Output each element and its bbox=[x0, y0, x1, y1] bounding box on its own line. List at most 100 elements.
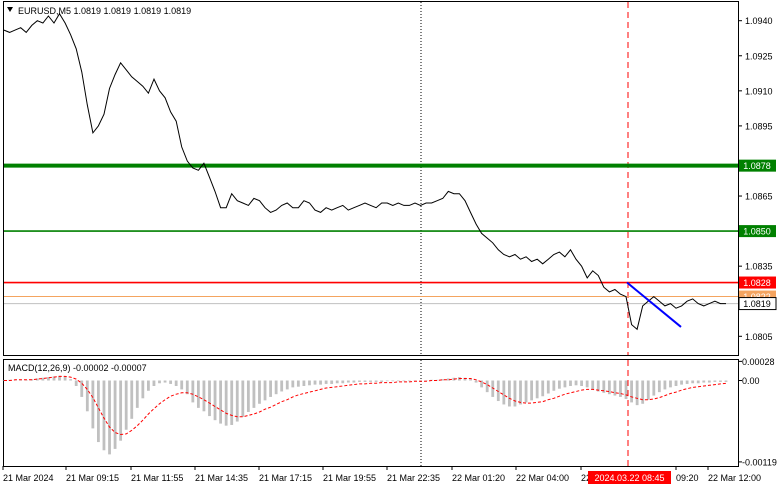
macd-histogram-bar bbox=[569, 380, 572, 386]
macd-histogram-bar bbox=[63, 376, 67, 381]
macd-histogram-bar bbox=[635, 380, 639, 406]
price-pane bbox=[3, 2, 738, 355]
time-tick-label: 22 Mar 04:00 bbox=[516, 473, 569, 483]
level-label-box bbox=[739, 225, 776, 238]
macd-histogram-bar bbox=[163, 380, 167, 383]
macd-histogram-bar bbox=[285, 380, 289, 390]
macd-histogram-bar bbox=[630, 380, 633, 403]
macd-histogram-bar bbox=[169, 380, 173, 384]
macd-histogram-bar bbox=[74, 380, 78, 386]
price-tick-label: 1.0910 bbox=[745, 86, 773, 96]
macd-histogram-bar bbox=[485, 380, 489, 393]
macd-scale: 0.00028 0.00 -0.00119 bbox=[738, 357, 777, 467]
price-line-series bbox=[3, 12, 726, 331]
price-tick-label: 1.0805 bbox=[745, 332, 773, 342]
macd-histogram-bar bbox=[513, 380, 517, 407]
macd-histogram-bar bbox=[613, 380, 617, 396]
macd-histogram-bar bbox=[246, 380, 250, 412]
macd-histogram-bar bbox=[557, 380, 561, 389]
macd-histogram-bar bbox=[302, 380, 306, 386]
price-tick-label: 1.0940 bbox=[745, 16, 773, 26]
macd-histogram-bar bbox=[508, 380, 511, 407]
macd-histogram-bar bbox=[291, 380, 295, 388]
macd-histogram-bar bbox=[58, 375, 61, 381]
macd-histogram-bar bbox=[591, 380, 595, 390]
macd-histogram-bar bbox=[2, 380, 6, 382]
macd-histogram-bar bbox=[369, 380, 372, 382]
macd-histogram-bar bbox=[391, 380, 395, 382]
macd-histogram-bar bbox=[674, 380, 678, 386]
macd-histogram-bar bbox=[624, 380, 628, 399]
time-tick-label: 22 Mar 01:20 bbox=[452, 473, 505, 483]
macd-histogram-bar bbox=[158, 380, 161, 384]
price-tick-label: 1.0895 bbox=[745, 121, 773, 131]
macd-histogram-bar bbox=[252, 380, 256, 408]
macd-histogram-bar bbox=[402, 380, 406, 382]
trend-line bbox=[626, 281, 682, 328]
macd-histogram-bar bbox=[152, 380, 156, 386]
macd-histogram-bar bbox=[363, 380, 367, 382]
macd-histogram-bar bbox=[524, 380, 528, 403]
macd-histogram-bar bbox=[546, 380, 550, 394]
time-tick-label: 09:20 bbox=[676, 473, 699, 483]
macd-histogram-bar bbox=[646, 380, 650, 400]
macd-histogram-bar bbox=[52, 376, 56, 381]
macd-histogram-bar bbox=[530, 380, 534, 401]
macd-histogram-bar bbox=[585, 380, 589, 388]
macd-histogram-bar bbox=[208, 380, 211, 417]
level-label: 1.0828 bbox=[743, 278, 771, 288]
macd-histogram-bar bbox=[219, 380, 222, 424]
macd-histogram-bar bbox=[474, 380, 478, 383]
time-tick-label: 21 Mar 19:55 bbox=[323, 473, 376, 483]
macd-histogram-bar bbox=[69, 379, 73, 381]
macd-histogram-bar bbox=[230, 380, 234, 425]
time-tick-label: 21 Mar 09:15 bbox=[66, 473, 119, 483]
level-label: 1.0819 bbox=[743, 299, 771, 309]
macd-histogram-bar bbox=[519, 380, 522, 405]
macd-histogram-bar bbox=[119, 380, 123, 441]
macd-histogram-bar bbox=[130, 380, 134, 419]
macd-histogram-bar bbox=[491, 380, 495, 397]
time-tick-label: 21 Mar 2024 bbox=[3, 473, 54, 483]
macd-histogram-bar bbox=[296, 380, 300, 387]
macd-histogram-bar bbox=[97, 380, 100, 443]
macd-histogram-bar bbox=[657, 380, 661, 393]
macd-pane bbox=[2, 360, 728, 466]
price-tick-label: 1.0865 bbox=[745, 192, 773, 202]
level-label: 1.0878 bbox=[743, 161, 771, 171]
macd-histogram-bar bbox=[552, 380, 556, 391]
macd-histogram-bar bbox=[580, 380, 583, 386]
macd-histogram-bar bbox=[607, 380, 611, 395]
level-label-box bbox=[738, 297, 777, 311]
macd-histogram-bar bbox=[619, 380, 622, 397]
macd-histogram-bar bbox=[713, 380, 717, 382]
level-label-box bbox=[739, 159, 776, 172]
price-tick-label: 1.0925 bbox=[745, 51, 773, 61]
macd-histogram-bar bbox=[341, 380, 345, 384]
macd-histogram-bar bbox=[680, 380, 683, 385]
macd-histogram-bar bbox=[47, 377, 50, 381]
macd-histogram-bar bbox=[308, 380, 311, 386]
macd-tick-label: 0.00 bbox=[742, 376, 760, 386]
time-tick-label: 21 Mar 14:35 bbox=[195, 473, 248, 483]
macd-histogram-bar bbox=[719, 380, 722, 382]
macd-histogram-bar bbox=[102, 380, 106, 451]
macd-histogram-bar bbox=[41, 377, 45, 381]
macd-histogram-bar bbox=[113, 380, 117, 449]
macd-histogram-bar bbox=[135, 380, 139, 408]
macd-histogram-bar bbox=[202, 380, 206, 412]
time-axis: 21 Mar 2024 21 Mar 09:15 21 Mar 11:55 21 Ma… bbox=[2, 466, 761, 484]
macd-histogram-bar bbox=[574, 380, 578, 386]
macd-histogram-bar bbox=[124, 380, 128, 430]
macd-histogram-bar bbox=[396, 380, 400, 382]
macd-histogram-bar bbox=[596, 380, 600, 392]
macd-histogram-bar bbox=[191, 380, 195, 403]
macd-histogram-bar bbox=[108, 380, 111, 455]
price-tick-label: 1.0835 bbox=[745, 262, 773, 272]
macd-histogram-bar bbox=[91, 380, 95, 429]
macd-histogram-bar bbox=[380, 380, 384, 382]
macd-histogram-bar bbox=[446, 378, 450, 381]
dropdown-triangle-icon[interactable] bbox=[7, 7, 13, 12]
